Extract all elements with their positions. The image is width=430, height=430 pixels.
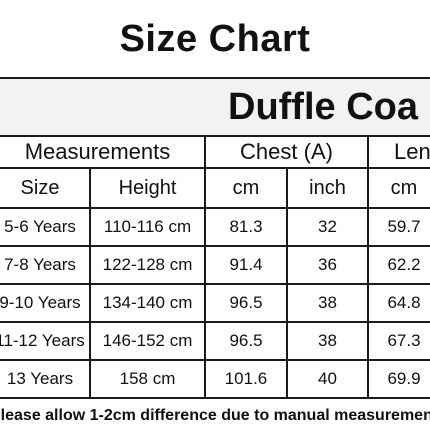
row-divider [0, 245, 430, 247]
column-divider [367, 168, 369, 398]
table-cell-chest-inch: 36 [318, 255, 337, 274]
subheader-size: Size [20, 176, 60, 199]
table-cell-height: 122-128 cm [102, 255, 193, 274]
row-divider [0, 321, 430, 323]
table-cell-chest-inch: 38 [318, 331, 337, 350]
table-cell-chest-inch: 40 [318, 369, 337, 388]
table-cell-length-cm: 62.2 [387, 255, 421, 274]
table-cell-height: 146-152 cm [102, 331, 193, 350]
table-cell-length-cm: 67.3 [387, 331, 421, 350]
footnote-text: Please allow 1-2cm difference due to man… [0, 407, 430, 424]
table-cell-chest-inch: 38 [318, 293, 337, 312]
title-divider [0, 77, 430, 79]
table-cell-length-cm: 64.8 [387, 293, 421, 312]
subheader-chest-cm: cm [232, 176, 260, 199]
table-cell-size: 13 Years [6, 369, 74, 388]
table-cell-chest-cm: 101.6 [224, 369, 268, 388]
subheader-chest-inch: inch [309, 176, 346, 199]
row-divider [0, 283, 430, 285]
column-divider [204, 168, 206, 398]
table-cell-chest-inch: 32 [318, 217, 337, 236]
size-chart-title: Size Chart [119, 17, 311, 60]
table-cell-height: 158 cm [119, 369, 176, 388]
column-divider [89, 168, 91, 398]
row-divider [0, 359, 430, 361]
subheader-length-cm: cm [390, 176, 418, 199]
table-cell-chest-cm: 91.4 [229, 255, 263, 274]
subheader-height: Height [118, 176, 177, 199]
row-divider [0, 397, 430, 399]
row-divider [0, 135, 430, 137]
measurement-footnote: Please allow 1-2cm difference due to man… [0, 402, 430, 430]
table-cell-size: 5-6 Years [4, 217, 76, 236]
table-cell-height: 134-140 cm [102, 293, 193, 312]
product-title-band [0, 78, 430, 136]
column-divider [286, 168, 288, 398]
row-divider [0, 167, 430, 169]
product-title: Duffle Coa [228, 85, 418, 128]
row-divider [0, 207, 430, 209]
table-cell-size: 11-12 Years [0, 331, 85, 350]
table-cell-chest-cm: 96.5 [229, 331, 263, 350]
header-chest: Chest (A) [240, 139, 333, 164]
header-length: Len [394, 139, 430, 164]
header-measurements: Measurements [24, 139, 171, 164]
table-cell-size: 7-8 Years [4, 255, 76, 274]
table-cell-chest-cm: 96.5 [229, 293, 263, 312]
table-cell-chest-cm: 81.3 [229, 217, 263, 236]
table-cell-length-cm: 69.9 [387, 369, 421, 388]
column-divider [367, 136, 369, 168]
table-cell-size: 9-10 Years [0, 293, 81, 312]
table-cell-height: 110-116 cm [103, 217, 192, 236]
table-cell-length-cm: 59.7 [387, 217, 421, 236]
column-divider [204, 136, 206, 168]
